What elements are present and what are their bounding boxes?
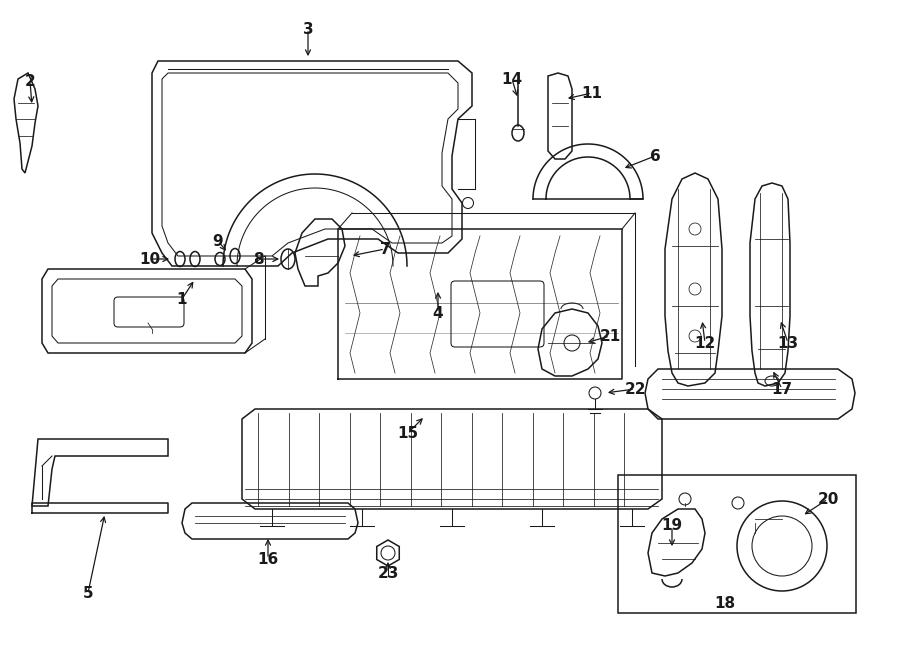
Text: 19: 19 <box>662 518 682 533</box>
Bar <box>618 475 856 613</box>
Text: 1: 1 <box>176 292 187 307</box>
Text: 9: 9 <box>212 233 223 249</box>
Text: 4: 4 <box>433 305 444 321</box>
Text: 8: 8 <box>253 251 264 266</box>
Text: 5: 5 <box>83 586 94 600</box>
Text: 2: 2 <box>24 73 35 89</box>
Text: 21: 21 <box>599 329 621 344</box>
Text: 14: 14 <box>501 71 523 87</box>
Text: 11: 11 <box>581 85 602 100</box>
Text: 13: 13 <box>778 336 798 350</box>
Text: 20: 20 <box>817 492 839 506</box>
Text: 17: 17 <box>771 381 793 397</box>
Text: 12: 12 <box>695 336 716 350</box>
Text: 7: 7 <box>380 241 391 256</box>
Text: 3: 3 <box>302 22 313 36</box>
Text: 16: 16 <box>257 551 279 566</box>
Text: 23: 23 <box>377 566 399 580</box>
Text: 18: 18 <box>715 596 735 611</box>
Text: 10: 10 <box>140 251 160 266</box>
Text: 15: 15 <box>398 426 418 440</box>
Text: 22: 22 <box>625 381 646 397</box>
Text: 6: 6 <box>650 149 661 163</box>
